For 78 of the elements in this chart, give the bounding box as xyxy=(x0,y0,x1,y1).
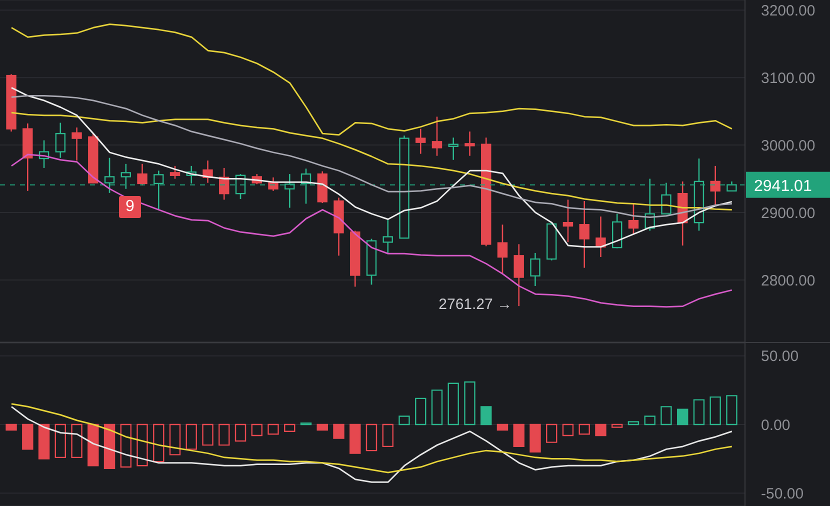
candlestick xyxy=(416,128,426,154)
ref-line-label: 2941.01 xyxy=(754,178,812,195)
bar xyxy=(431,390,443,426)
bar xyxy=(333,424,344,439)
bar xyxy=(612,424,623,428)
y-tick-label: 3200.00 xyxy=(761,2,816,20)
bar xyxy=(169,424,181,456)
bar xyxy=(71,424,82,458)
candlestick xyxy=(104,157,115,194)
bar xyxy=(153,424,164,462)
candlestick xyxy=(22,122,33,192)
bar xyxy=(382,424,394,448)
bar xyxy=(513,424,524,448)
bar xyxy=(398,416,410,426)
candlestick xyxy=(448,136,458,161)
bar xyxy=(644,416,656,426)
bar xyxy=(88,424,99,466)
line-series xyxy=(10,86,733,248)
bar xyxy=(316,424,328,431)
candlestick xyxy=(710,165,720,206)
bar xyxy=(530,424,541,453)
bar xyxy=(448,382,459,426)
candlestick xyxy=(579,200,590,268)
bar xyxy=(202,424,214,446)
bar xyxy=(350,424,361,454)
bar xyxy=(234,424,246,442)
bar xyxy=(120,424,132,468)
bar xyxy=(660,406,672,426)
y-tick-label: 3100.00 xyxy=(761,70,816,87)
y-tick-label: 50.00 xyxy=(761,348,799,366)
bar xyxy=(595,424,606,436)
bar xyxy=(366,424,378,452)
candlestick xyxy=(186,165,196,184)
bar xyxy=(268,424,279,435)
bar xyxy=(676,408,688,426)
candlestick xyxy=(334,196,344,256)
bar xyxy=(22,424,34,450)
bar xyxy=(710,396,721,426)
candlestick xyxy=(514,244,524,307)
candlestick xyxy=(497,224,508,274)
bar xyxy=(562,424,574,436)
bar xyxy=(54,424,66,458)
y-tick-label: 3000.00 xyxy=(761,137,816,154)
candlestick xyxy=(38,140,50,169)
candlestick xyxy=(382,218,393,254)
candlestick xyxy=(562,199,574,243)
annotation: 2761.27 → xyxy=(438,296,512,314)
bar xyxy=(726,395,738,426)
bar xyxy=(6,424,17,431)
y-tick-label: 2900.00 xyxy=(761,204,816,222)
bar xyxy=(415,398,426,426)
bar xyxy=(186,424,197,450)
bar xyxy=(496,424,508,431)
bar xyxy=(136,424,148,466)
bar xyxy=(546,424,558,443)
candlestick xyxy=(464,130,475,156)
bar xyxy=(38,424,50,460)
bar xyxy=(480,406,492,426)
y-tick-label: 0.00 xyxy=(761,416,790,434)
bar xyxy=(693,399,705,426)
candlestick xyxy=(154,170,164,210)
y-tick-label: -50.00 xyxy=(761,485,804,502)
candlestick xyxy=(530,252,540,287)
bar xyxy=(218,424,230,446)
candlestick xyxy=(284,173,295,208)
line-series xyxy=(10,24,733,136)
bar xyxy=(251,424,262,436)
candlestick xyxy=(55,122,66,158)
candlestick xyxy=(120,163,131,190)
bar xyxy=(578,424,590,435)
bar xyxy=(300,422,312,426)
annotation: 9 xyxy=(119,196,141,218)
bar xyxy=(628,421,640,426)
candlestick xyxy=(72,126,82,162)
bar xyxy=(284,424,296,432)
bar xyxy=(104,424,116,470)
bar xyxy=(464,381,476,426)
y-tick-label: 2800.00 xyxy=(761,272,816,290)
